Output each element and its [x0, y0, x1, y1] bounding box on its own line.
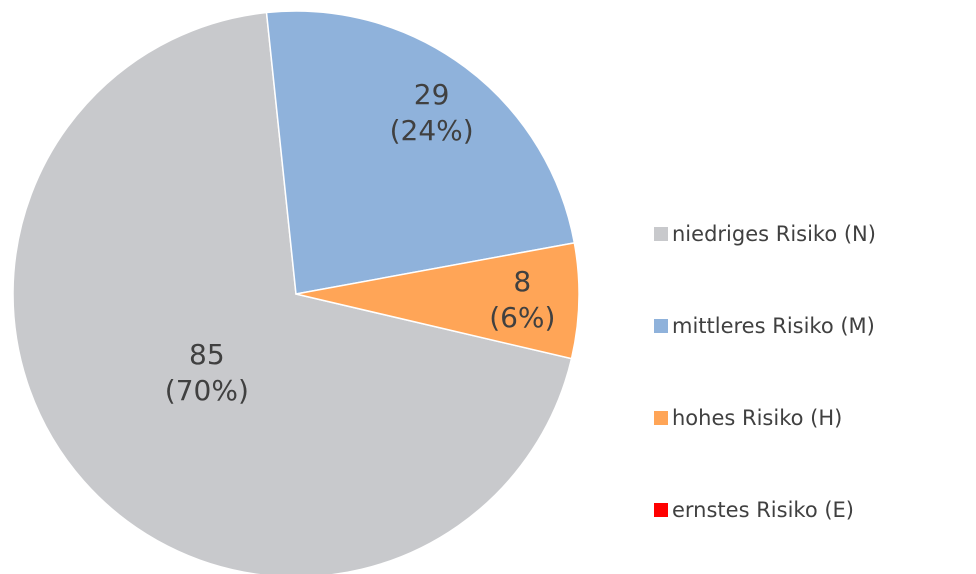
legend-swatch: [654, 503, 668, 517]
data-label: 29 (24%): [389, 77, 474, 147]
pie-slice: [295, 242, 580, 360]
legend-swatch: [654, 227, 668, 241]
pie-slice: [265, 10, 576, 295]
data-label: 85 (70%): [164, 337, 249, 407]
legend-swatch: [654, 319, 668, 333]
pie-slice: [12, 11, 573, 574]
legend-label: ernstes Risiko (E): [672, 498, 854, 522]
data-label: 8 (6%): [489, 264, 556, 334]
legend-label: niedriges Risiko (N): [672, 222, 876, 246]
legend-label: mittleres Risiko (M): [672, 314, 875, 338]
legend-swatch: [654, 411, 668, 425]
legend-label: hohes Risiko (H): [672, 406, 843, 430]
